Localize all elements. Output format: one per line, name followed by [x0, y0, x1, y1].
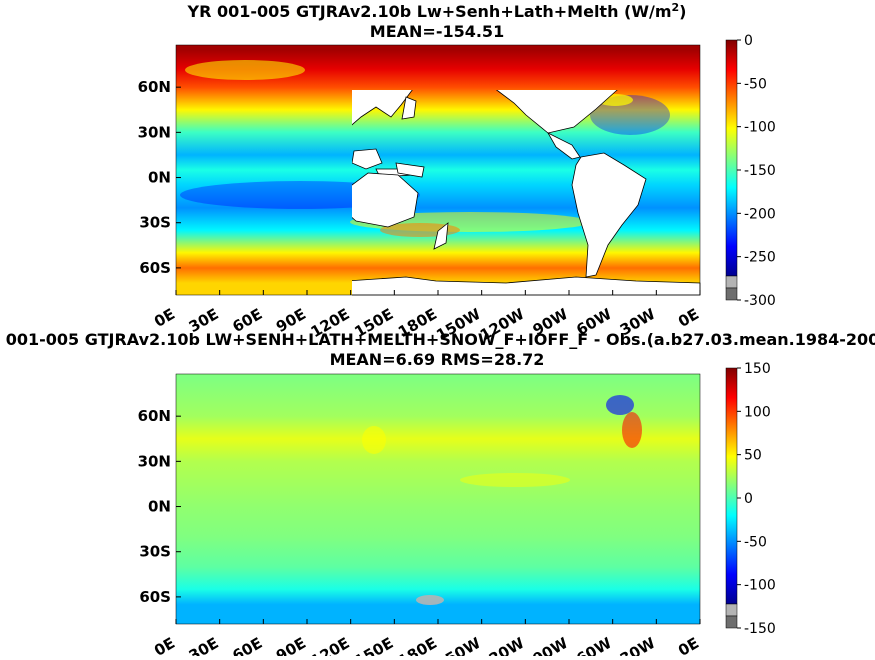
top-colorbar: 0 -50 -100 -150 -200 -250 -300	[725, 33, 776, 309]
bottom-x-tick-label: 150W	[433, 634, 484, 656]
top-title: YR 001-005 GTJRAv2.10b Lw+Senh+Lath+Melt…	[187, 1, 687, 21]
bottom-x-tick-label: 180E	[395, 634, 440, 656]
bottom-colorbar: 150 100 50 0 -50 -100 -150	[725, 361, 776, 637]
top-y-tick-label: 30S	[139, 214, 171, 232]
bottom-colorbar-tick-label: -100	[744, 578, 776, 594]
bottom-colorbar-tick-label: 150	[744, 361, 771, 377]
bottom-panel: YR 001-005 GTJRAv2.10b LW+SENH+LATH+MELT…	[0, 330, 875, 660]
bottom-x-tick-label: 90E	[273, 634, 309, 656]
top-colorbar-missing	[725, 275, 738, 289]
top-y-axis: 60N 30N 0N 30S 60S	[138, 78, 181, 277]
bottom-ocean-field	[176, 374, 700, 624]
bottom-y-tick-label: 60N	[138, 407, 171, 425]
top-colorbar-below	[725, 287, 738, 301]
bottom-colorbar-missing	[725, 603, 738, 617]
bottom-x-tick-label: 120W	[477, 634, 528, 656]
top-y-tick-label: 60S	[139, 259, 171, 277]
top-colorbar-tick-label: -100	[744, 120, 776, 136]
bottom-x-tick-label: 90W	[530, 634, 572, 656]
top-colorbar-tick-label: -300	[744, 293, 776, 309]
bottom-x-tick-label: 150E	[351, 634, 396, 656]
bottom-title: YR 001-005 GTJRAv2.10b LW+SENH+LATH+MELT…	[0, 330, 875, 349]
top-colorbar-scale	[725, 39, 738, 277]
bottom-y-tick-label: 0N	[148, 498, 171, 516]
top-colorbar-tick-label: -200	[744, 206, 776, 222]
bottom-map	[175, 373, 701, 625]
bottom-colorbar-tick-label: 0	[744, 491, 753, 507]
bottom-x-tick-label: 0E	[675, 634, 702, 656]
bottom-y-axis: 60N 30N 0N 30S 60S	[138, 407, 181, 606]
bottom-colorbar-tick-label: 100	[744, 404, 771, 420]
bottom-colorbar-scale	[725, 367, 738, 605]
bottom-x-tick-label: 120E	[308, 634, 353, 656]
top-subtitle: MEAN=-154.51	[370, 22, 504, 41]
bottom-colorbar-tick-label: -50	[744, 534, 767, 550]
bottom-subtitle: MEAN=6.69 RMS=28.72	[330, 350, 545, 369]
bottom-x-tick-label: 60W	[573, 634, 615, 656]
top-y-tick-label: 60N	[138, 78, 171, 96]
top-y-tick-label: 30N	[138, 123, 171, 141]
top-colorbar-tick-label: -150	[744, 163, 776, 179]
top-x-tick-label: 0E	[151, 305, 178, 331]
top-y-tick-label: 0N	[148, 169, 171, 187]
bottom-anomalies	[362, 395, 642, 605]
bottom-colorbar-below	[725, 615, 738, 629]
bottom-y-tick-label: 60S	[139, 588, 171, 606]
top-colorbar-tick-label: -50	[744, 76, 767, 92]
top-map	[175, 44, 701, 296]
bottom-x-tick-label: 60E	[229, 634, 265, 656]
top-panel: YR 001-005 GTJRAv2.10b Lw+Senh+Lath+Melt…	[138, 1, 776, 344]
top-colorbar-tick-label: -250	[744, 250, 776, 266]
bottom-y-tick-label: 30S	[139, 543, 171, 561]
top-colorbar-tick-label: 0	[744, 33, 753, 49]
bottom-x-tick-label: 30W	[617, 634, 659, 656]
bottom-x-tick-label: 0E	[151, 634, 178, 656]
bottom-colorbar-tick-label: 50	[744, 448, 762, 464]
top-x-tick-label: 0E	[675, 305, 702, 331]
bottom-x-tick-label: 30E	[186, 634, 222, 656]
bottom-colorbar-tick-label: -150	[744, 621, 776, 637]
bottom-y-tick-label: 30N	[138, 452, 171, 470]
